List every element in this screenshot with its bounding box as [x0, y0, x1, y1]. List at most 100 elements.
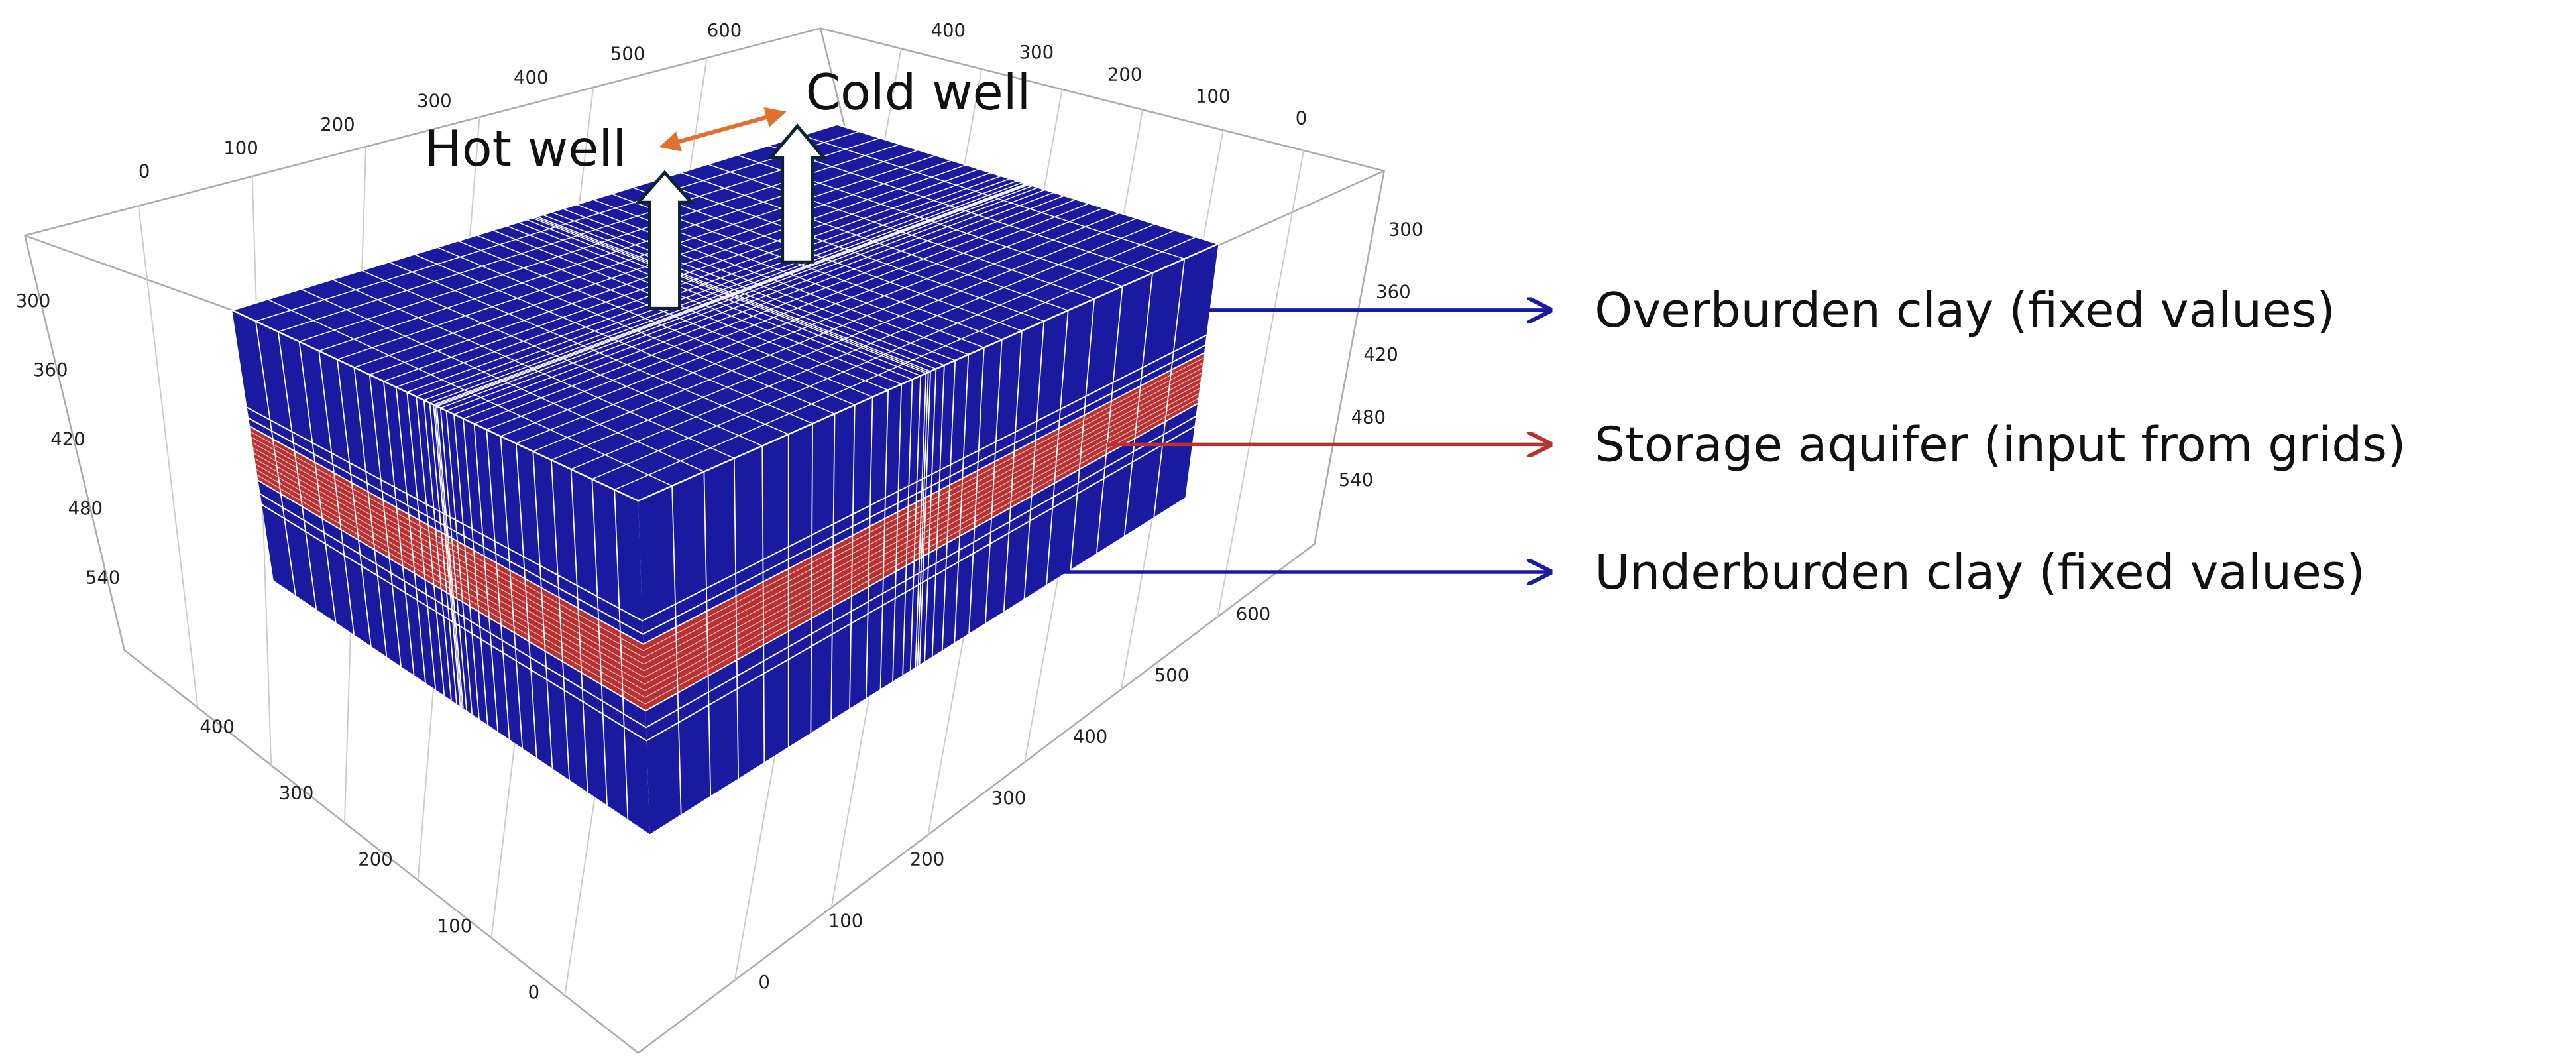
- mesh-line: [1153, 259, 1186, 518]
- mesh-line: [570, 469, 588, 792]
- grid-line: [138, 206, 199, 708]
- mesh-line: [591, 479, 608, 805]
- layer-line: [247, 334, 1207, 622]
- mesh-line: [614, 236, 1197, 491]
- mesh-line: [879, 390, 889, 689]
- mesh-line: [1095, 286, 1123, 554]
- mesh-line: [436, 406, 464, 709]
- tick-label: 200: [1107, 64, 1143, 85]
- tick-label: 420: [1363, 344, 1398, 365]
- mesh-line: [917, 372, 929, 666]
- aquifer-layer: [252, 367, 1203, 665]
- layer-line: [260, 416, 1196, 729]
- mesh-line: [416, 396, 445, 696]
- mesh-line: [1123, 272, 1153, 536]
- mesh-line: [703, 471, 712, 796]
- mesh-line: [924, 369, 937, 662]
- tick-label: 0: [528, 982, 540, 1003]
- mesh-line: [830, 414, 836, 721]
- layer-label: Overburden clay (fixed values): [1595, 283, 2335, 339]
- mesh-line: [801, 135, 1185, 260]
- mesh-line: [532, 212, 1120, 452]
- mesh-line: [849, 404, 856, 709]
- mesh-line: [931, 365, 945, 657]
- mesh-line: [902, 379, 913, 676]
- tick-label: 200: [320, 114, 355, 135]
- tick-label: 100: [1196, 86, 1231, 107]
- hot-well-arrow: [634, 170, 695, 310]
- mesh-line: [768, 145, 1153, 274]
- mesh-line: [383, 381, 415, 676]
- mesh-line: [968, 347, 985, 634]
- mesh-line: [445, 410, 473, 715]
- tick-label: 200: [358, 849, 393, 870]
- mesh-line: [423, 400, 452, 701]
- mesh-line: [440, 185, 1033, 409]
- aquifer-layer: [252, 373, 1202, 672]
- tick-label: 480: [1351, 407, 1386, 428]
- mesh-line: [532, 451, 553, 769]
- mesh-line: [453, 414, 480, 719]
- mesh-line: [551, 459, 570, 780]
- tick-label: 540: [1339, 469, 1374, 491]
- tick-label: 500: [1154, 665, 1190, 686]
- mesh-line: [592, 229, 1176, 480]
- aquifer-layer: [251, 363, 1204, 658]
- mesh-line: [892, 384, 903, 681]
- layer-label: Underburden clay (fixed values): [1595, 545, 2365, 601]
- mesh-line: [429, 402, 457, 704]
- mesh-line: [473, 424, 499, 732]
- mesh-line: [353, 367, 388, 657]
- mesh-line: [463, 192, 1054, 420]
- mesh-line: [1003, 331, 1023, 612]
- box-outline: [229, 123, 1221, 502]
- layer-label: Storage aquifer (input from grids): [1595, 417, 2406, 473]
- cold-well-label: Cold well: [806, 63, 1031, 121]
- well-spacing-arrow: [659, 107, 787, 152]
- tick-label: 360: [1376, 282, 1411, 303]
- mesh-line: [954, 354, 970, 643]
- tick-label: 200: [910, 849, 945, 870]
- axis-frame: [24, 27, 1386, 1054]
- mesh-line: [919, 371, 931, 665]
- tick-label: 360: [33, 359, 68, 381]
- mesh-line: [865, 396, 873, 699]
- top-face: [232, 124, 1219, 501]
- aquifer-layer: [254, 378, 1202, 678]
- tick-label: 300: [1019, 42, 1054, 63]
- layer-line: [249, 352, 1205, 645]
- tick-label: 600: [1236, 604, 1271, 625]
- mesh-line: [433, 404, 461, 707]
- mesh-line: [733, 458, 740, 779]
- mesh-line: [436, 184, 1030, 407]
- mesh-line: [1070, 298, 1095, 570]
- model-box: [229, 123, 1221, 835]
- aquifer-layer: [257, 398, 1199, 705]
- layer-line: [248, 344, 1205, 635]
- tick-label: 480: [68, 498, 103, 519]
- tick-labels: 0 100 200 300 400 500 600 400 300 200 100 0 300 360 42…: [16, 20, 1424, 1003]
- mesh-line: [406, 392, 437, 690]
- aquifer-layer: [251, 357, 1204, 652]
- mesh-line: [318, 351, 355, 635]
- mesh-line: [500, 203, 1090, 437]
- mesh-line: [671, 485, 682, 815]
- mesh-line: [486, 430, 510, 740]
- tick-label: 0: [1296, 108, 1308, 129]
- tick-label: 400: [514, 67, 549, 88]
- mesh-line: [368, 375, 402, 667]
- mesh-line: [474, 195, 1065, 424]
- tick-label: 300: [16, 290, 51, 312]
- mesh-line: [500, 436, 524, 748]
- hot-well-label: Hot well: [424, 119, 626, 178]
- mesh-line: [516, 207, 1104, 444]
- mesh-line: [453, 189, 1046, 415]
- tick-label: 400: [930, 20, 966, 41]
- mesh-line: [1023, 321, 1045, 599]
- aquifer-layer: [256, 393, 1200, 698]
- layer-labels: Overburden clay (fixed values) Storage aq…: [1049, 283, 2406, 601]
- mesh-line: [761, 445, 765, 762]
- tick-label: 0: [139, 161, 150, 182]
